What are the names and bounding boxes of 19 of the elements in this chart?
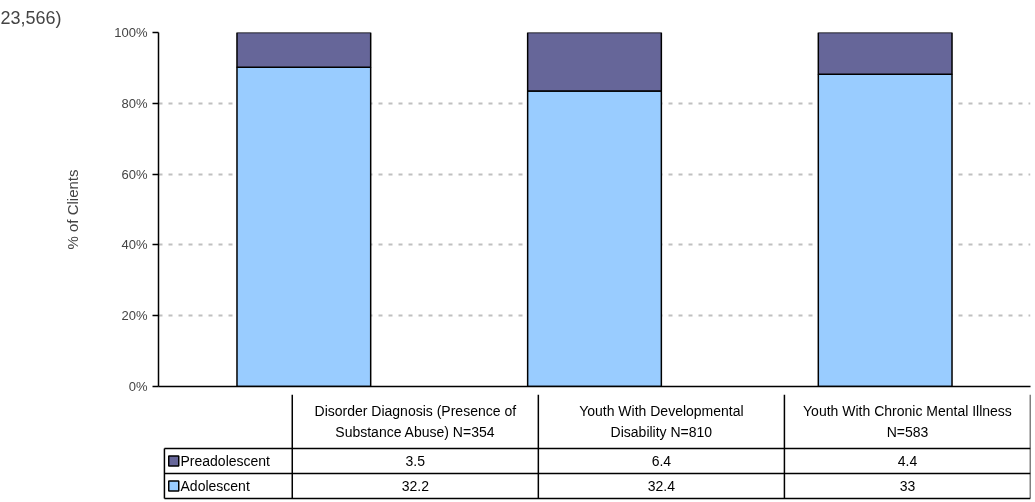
chart-title: 23,566) <box>0 7 62 28</box>
category-label: Youth With Developmental Disability N=810 <box>579 402 744 441</box>
data-label: 32.2 <box>401 478 430 494</box>
y-tick-label: 80% <box>121 95 148 111</box>
data-label: 6.4 <box>651 453 672 469</box>
category-label: Disorder Diagnosis (Presence of Substance Abuse) N=354 <box>314 402 517 441</box>
y-tick-label: 100% <box>114 25 148 40</box>
y-tick-label: 40% <box>121 237 148 253</box>
legend-label: Preadolescent <box>180 453 271 469</box>
data-label: 4.4 <box>897 453 918 469</box>
category-label: Youth With Chronic Mental Illness N=583 <box>803 402 1012 441</box>
legend-label: Adolescent <box>180 478 250 494</box>
data-label: 33 <box>899 478 916 494</box>
data-label: 32.4 <box>647 478 676 494</box>
data-label: 3.5 <box>405 453 426 469</box>
y-tick-label: 60% <box>121 166 148 182</box>
y-axis-title: % of Clients <box>64 169 82 250</box>
y-tick-label: 20% <box>121 308 148 324</box>
y-tick-label: 0% <box>128 379 148 394</box>
